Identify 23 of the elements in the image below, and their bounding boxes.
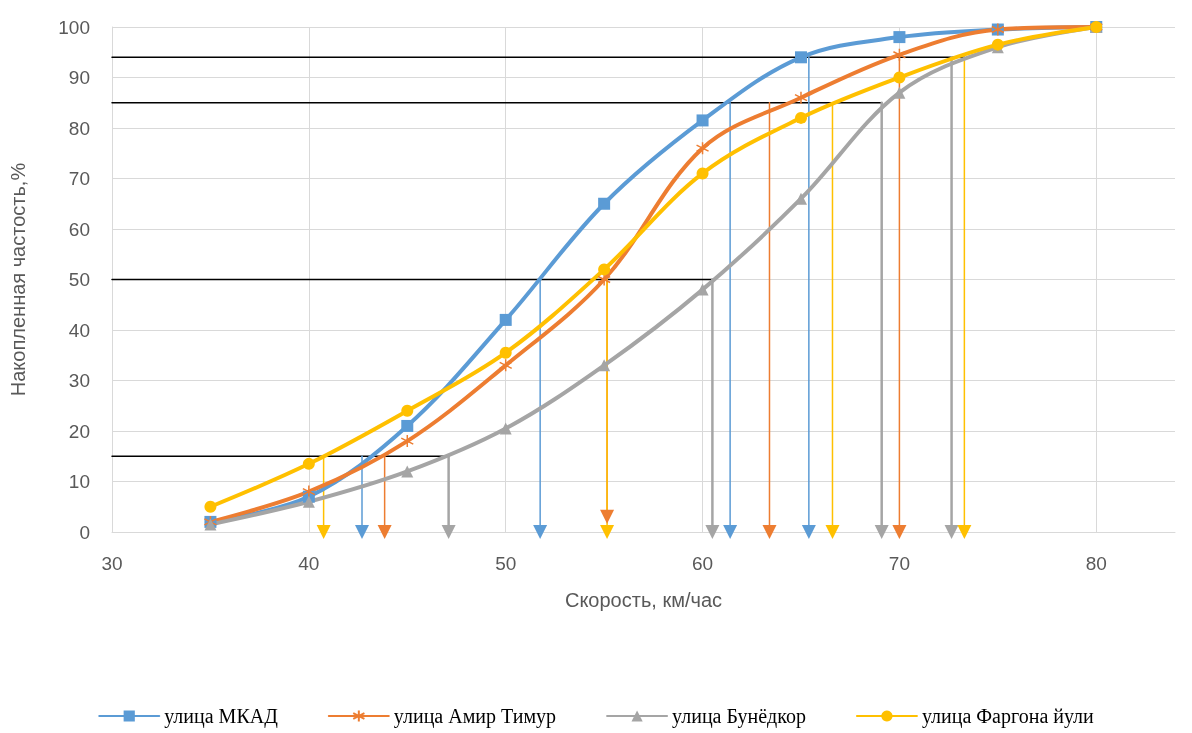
legend-label: улица Амир Тимур (393, 705, 557, 728)
y-tick-label: 50 (68, 269, 90, 290)
legend-label: улица Фаргона йули (921, 705, 1095, 728)
x-tick-label: 80 (1085, 553, 1107, 574)
y-tick-label: 90 (68, 67, 90, 88)
y-tick-label: 60 (68, 218, 90, 240)
x-tick-label: 60 (691, 553, 714, 574)
y-tick-label: 20 (68, 420, 90, 442)
x-tick-label: 40 (298, 553, 320, 574)
legend-label: улица МКАД (164, 705, 279, 728)
x-axis-title: Скорость, км/час (564, 589, 723, 611)
y-tick-label: 30 (68, 370, 90, 391)
x-tick-label: 70 (888, 553, 910, 574)
y-tick-label: 70 (68, 168, 90, 189)
y-axis-title: Накопленная частость,% (7, 162, 29, 397)
y-tick-label: 40 (68, 319, 90, 341)
y-tick-label: 0 (79, 521, 90, 543)
x-tick-label: 30 (101, 553, 123, 574)
y-tick-label: 100 (58, 16, 90, 38)
y-tick-label: 10 (68, 471, 90, 492)
x-tick-label: 50 (495, 553, 517, 574)
y-tick-label: 80 (68, 117, 90, 139)
legend-label: улица Бунёдкор (672, 705, 806, 728)
